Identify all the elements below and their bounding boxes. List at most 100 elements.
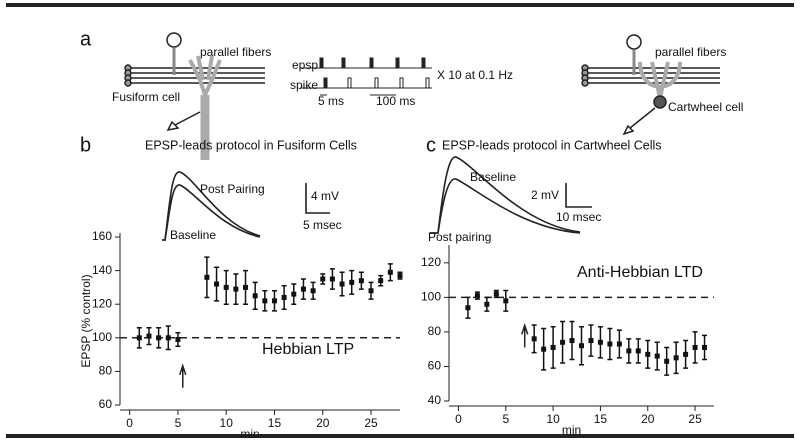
protocol-diagram [300,57,432,96]
data-point [368,288,374,294]
diagram-text: Fusiform cell [112,90,180,104]
chart-title: EPSP-leads protocol in Cartwheel Cells [442,138,662,152]
y-tick-label: 140 [92,263,112,277]
x-tick-label: 20 [316,416,330,430]
annotation: Hebbian LTP [262,341,354,358]
y-tick-label: 80 [428,324,442,338]
data-point [550,344,556,350]
data-point [281,294,287,300]
diagram-text: Cartwheel cell [668,100,743,114]
right-diagram [581,34,720,136]
panel-label: a [80,28,92,50]
data-point [626,348,632,354]
left-diagram [124,32,265,160]
y-tick-label: 40 [428,393,442,407]
data-point [607,341,613,347]
panel-label: b [80,134,91,156]
x-tick-label: 0 [455,412,462,426]
data-point [664,358,670,364]
data-point [165,335,171,341]
data-point [616,341,622,347]
data-point [597,339,603,345]
data-point [474,293,480,299]
data-point [378,278,384,284]
data-point [204,274,210,280]
data-point [329,276,335,282]
chart-title: EPSP-leads protocol in Fusiform Cells [145,138,357,152]
data-point [262,298,268,304]
trace-label: Baseline [470,170,516,184]
diagram-text: 100 ms [376,94,415,108]
diagram-text: X 10 at 0.1 Hz [437,68,513,82]
x-axis-label: min [240,427,259,440]
data-point [635,348,641,354]
data-point [397,273,403,279]
data-point [223,284,229,290]
data-point [493,291,499,297]
trace-label: Post pairing [428,230,491,244]
x-tick-label: 10 [546,412,560,426]
data-point [271,298,277,304]
data-point [320,276,326,282]
x-tick-label: 20 [641,412,655,426]
data-point [252,293,258,299]
data-point [156,335,162,341]
trace-label: 10 msec [556,210,601,224]
y-tick-label: 100 [92,330,112,344]
data-point [531,336,537,342]
data-point [702,344,708,350]
trace-label: Post Pairing [200,182,265,196]
data-point [214,281,220,287]
data-point [645,351,651,357]
data-point [349,279,355,285]
data-point [465,305,471,311]
traces [162,156,592,241]
y-tick-label: 60 [99,397,113,411]
data-point [588,338,594,344]
data-point [579,343,584,349]
diagram-text: epsp [292,58,318,72]
annotation: Anti-Hebbian LTD [577,264,703,281]
x-tick-label: 15 [268,416,282,430]
diagram-text: parallel fibers [655,45,726,59]
x-tick-label: 25 [364,416,378,430]
trace-label: 5 msec [303,218,342,232]
data-point [233,286,239,292]
data-point [503,298,509,304]
y-tick-label: 120 [421,255,441,269]
x-tick-label: 25 [688,412,702,426]
panel-label: c [426,134,436,156]
y-tick-label: 80 [99,364,113,378]
data-point [560,339,566,345]
data-point [654,353,660,359]
data-point [692,344,698,350]
data-point [484,301,490,307]
data-point [136,335,142,341]
data-point [569,338,575,344]
data-point [541,346,547,352]
data-point [683,351,689,357]
data-point [310,288,316,294]
x-tick-label: 0 [126,416,133,430]
x-tick-label: 5 [175,416,182,430]
diagram-text: 5 ms [318,94,344,108]
y-tick-label: 100 [421,290,441,304]
data-point [243,284,249,290]
arrow [179,363,187,388]
data-point [300,286,306,292]
data-point [673,355,679,361]
x-tick-label: 15 [594,412,608,426]
x-tick-label: 5 [502,412,509,426]
trace-label: Baseline [170,228,216,242]
y-tick-label: 120 [92,296,112,310]
trace-label: 4 mV [311,189,339,203]
trace-label: 2 mV [531,188,559,202]
diagram-text: parallel fibers [200,45,271,59]
x-axis-label: min [562,423,581,437]
data-point [358,278,364,284]
x-tick-label: 10 [220,416,234,430]
y-tick-label: 160 [92,229,112,243]
y-axis-label: EPSP (% control) [79,274,93,367]
data-point [146,333,152,339]
